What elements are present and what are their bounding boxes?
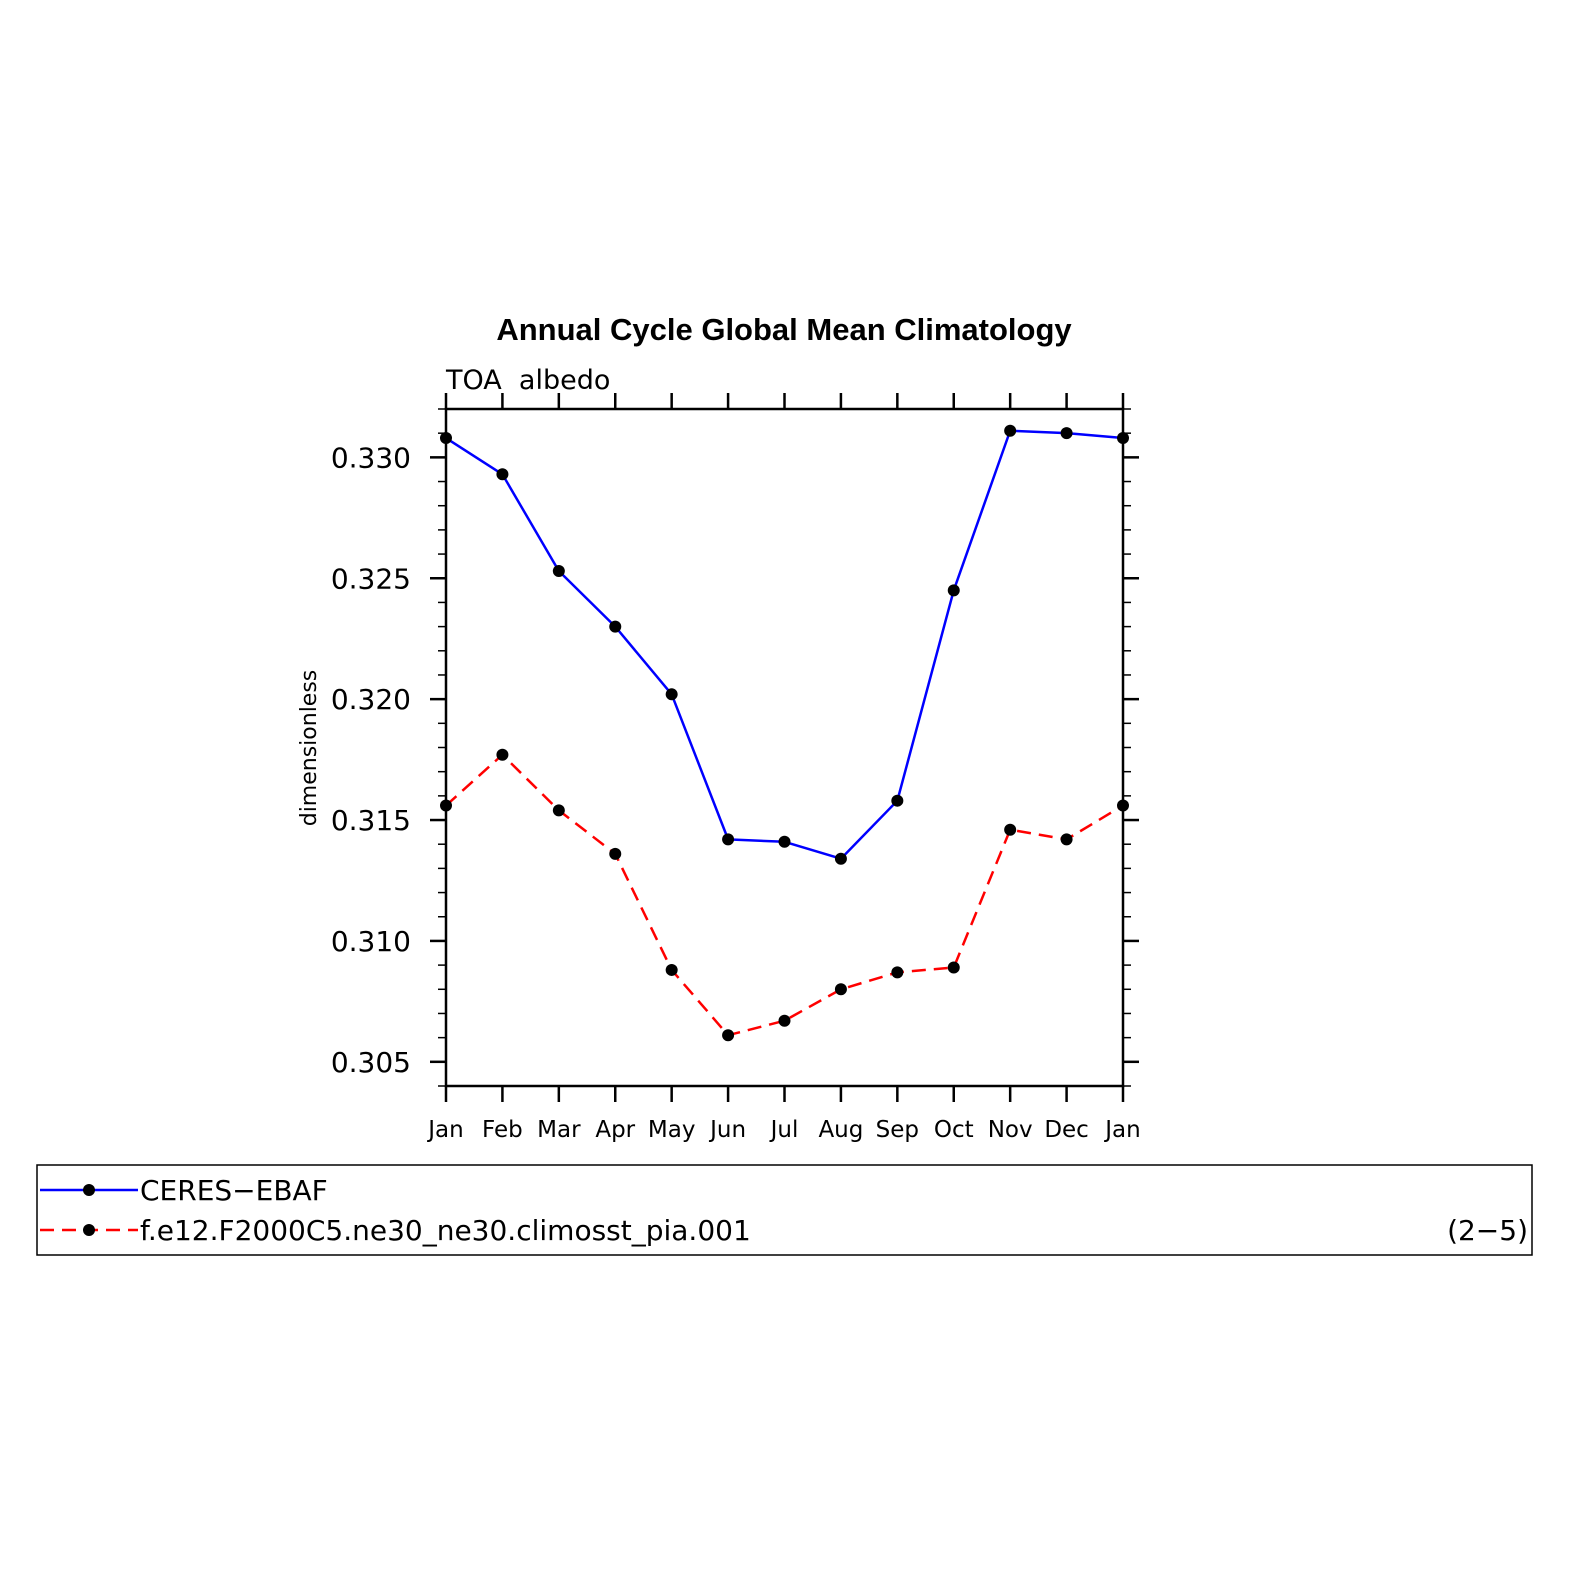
legend-marker-2 (83, 1224, 95, 1236)
series-2-point (834, 983, 847, 996)
series-2-point (1117, 799, 1129, 812)
x-tick-label: Dec (1044, 1117, 1089, 1143)
y-tick-label: 0.325 (331, 562, 411, 595)
x-tick-label: May (648, 1117, 696, 1143)
y-tick-label: 0.315 (331, 804, 411, 837)
x-tick-label: Apr (595, 1117, 635, 1143)
x-tick-labels: Jan Feb Mar Apr May Jun Jul Aug Sep Oct Nov Dec Jan (426, 1117, 1140, 1143)
series-1-point (891, 794, 904, 807)
series-1-point (552, 564, 565, 577)
x-tick-label: Jul (769, 1117, 799, 1143)
y-tick-label: 0.310 (331, 925, 411, 958)
legend-note: (2−5) (1447, 1214, 1528, 1247)
series-1-point (834, 852, 847, 865)
series-layer (440, 424, 1129, 1042)
legend-box (36, 1164, 1533, 1256)
y-tick-label: 0.320 (331, 683, 411, 716)
x-tick-label: Jan (426, 1117, 463, 1143)
legend-label-2: f.e12.F2000C5.ne30_ne30.climosst_pia.001 (140, 1214, 751, 1247)
series-1-point (1117, 432, 1129, 445)
series-2-point (665, 963, 678, 976)
y-tick-labels: 0.305 0.310 0.315 0.320 0.325 0.330 (331, 441, 411, 1078)
series-2-point (722, 1029, 735, 1042)
y-axis-label: dimensionless (297, 670, 322, 827)
series-2-point (1060, 833, 1073, 846)
x-tick-label: Sep (876, 1117, 919, 1143)
series-1-point (440, 432, 452, 445)
x-tick-label: Oct (934, 1117, 974, 1143)
legend: CERES−EBAF f.e12.F2000C5.ne30_ne30.climos… (36, 1164, 1533, 1256)
x-ticks (444, 393, 1125, 1102)
x-tick-label: Feb (482, 1117, 523, 1143)
series-2-point (891, 966, 904, 979)
series-2-point (496, 748, 509, 761)
series-1-point (947, 584, 960, 597)
legend-marker-1 (83, 1184, 95, 1196)
chart-subtitle: TOA albedo (445, 365, 610, 396)
x-tick-label: Nov (988, 1117, 1033, 1143)
series-2-point (440, 799, 452, 812)
y-tick-label: 0.330 (331, 441, 411, 474)
plot-frame (444, 407, 1125, 1088)
series-2-point (552, 804, 565, 817)
x-tick-label: Jan (1103, 1117, 1140, 1143)
series-1-point (1060, 427, 1073, 440)
series-2-point (609, 847, 622, 860)
legend-items: CERES−EBAF f.e12.F2000C5.ne30_ne30.climos… (40, 1174, 751, 1247)
series-1-point (496, 468, 509, 481)
chart-title: Annual Cycle Global Mean Climatology (496, 312, 1072, 347)
series-1-point (609, 620, 622, 633)
legend-label-1: CERES−EBAF (140, 1174, 328, 1207)
series-2-point (778, 1014, 791, 1027)
series-1-point (722, 833, 735, 846)
x-tick-label: Aug (818, 1117, 863, 1143)
series-2-point (947, 961, 960, 974)
series-1-point (1004, 424, 1017, 437)
series-1-point (778, 835, 791, 848)
y-tick-label: 0.305 (331, 1046, 411, 1079)
series-2-point (1004, 823, 1017, 836)
x-tick-label: Mar (537, 1117, 581, 1143)
x-tick-label: Jun (708, 1117, 746, 1143)
y-major-ticks (430, 456, 1139, 1064)
series-1-point (665, 688, 678, 701)
